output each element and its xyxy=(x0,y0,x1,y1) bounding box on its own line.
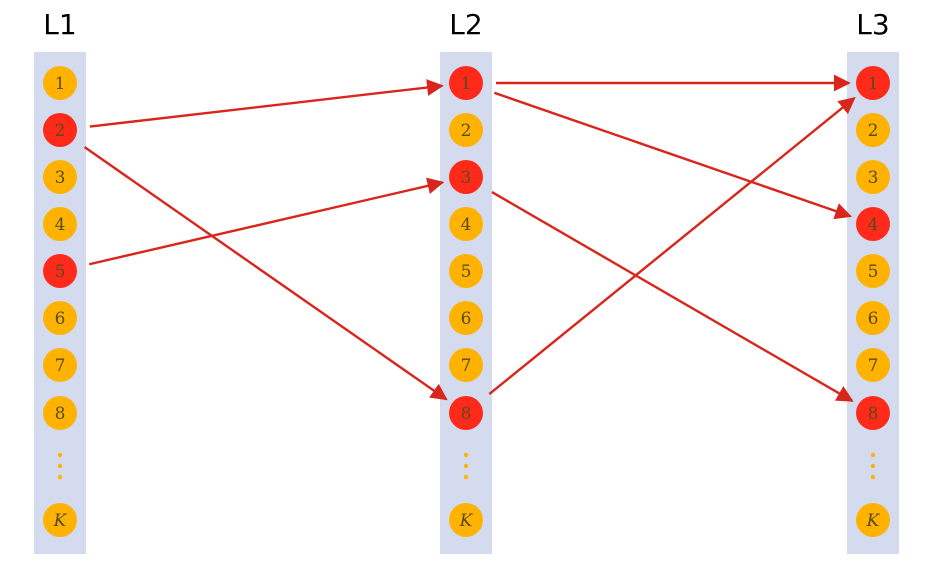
ellipsis-dot-l2-1 xyxy=(463,463,469,469)
node-label-l2-4: 4 xyxy=(461,215,472,235)
edge-l2-1-to-l3-4 xyxy=(493,91,852,220)
node-label-l3-2: 2 xyxy=(868,121,879,141)
node-l1-3 xyxy=(43,160,77,194)
node-l2-8-active xyxy=(449,396,483,430)
node-l3-k xyxy=(856,503,890,537)
node-label-l1-3: 3 xyxy=(55,168,66,188)
node-l3-4-active xyxy=(856,207,890,241)
node-l1-1 xyxy=(43,66,77,100)
node-label-l1-2: 2 xyxy=(55,121,66,141)
node-l2-7 xyxy=(449,348,483,382)
node-l3-8-active xyxy=(856,396,890,430)
node-label-l1-1: 1 xyxy=(55,74,66,94)
node-l1-2-active xyxy=(43,113,77,147)
node-l3-2 xyxy=(856,113,890,147)
node-label-l3-8: 8 xyxy=(868,404,879,424)
node-label-l3-k: K xyxy=(866,511,881,531)
node-l2-2 xyxy=(449,113,483,147)
node-l1-7 xyxy=(43,348,77,382)
edge-l2-3-to-l3-8 xyxy=(491,191,854,402)
node-l3-6 xyxy=(856,301,890,335)
edge-l1-2-to-l2-8 xyxy=(83,146,448,401)
node-label-l3-1: 1 xyxy=(868,74,879,94)
ellipsis-dot-l2-0 xyxy=(463,452,469,458)
node-l1-6 xyxy=(43,301,77,335)
node-label-l2-2: 2 xyxy=(461,121,472,141)
node-label-l3-4: 4 xyxy=(868,215,879,235)
node-l3-5 xyxy=(856,254,890,288)
ellipsis-dot-l1-2 xyxy=(57,474,63,480)
node-label-l1-8: 8 xyxy=(55,404,66,424)
node-label-l1-7: 7 xyxy=(55,356,66,376)
column-title-l3: L3 xyxy=(856,8,889,41)
node-label-l2-8: 8 xyxy=(461,404,472,424)
node-label-l3-3: 3 xyxy=(868,168,879,188)
edge-l1-2-to-l2-1 xyxy=(89,79,444,128)
node-l2-4 xyxy=(449,207,483,241)
node-l3-7 xyxy=(856,348,890,382)
node-label-l2-5: 5 xyxy=(461,262,472,282)
node-label-l2-6: 6 xyxy=(461,309,472,329)
ellipsis-dot-l1-1 xyxy=(57,463,63,469)
node-label-l2-k: K xyxy=(459,511,474,531)
node-l3-1-active xyxy=(856,66,890,100)
node-label-l2-3: 3 xyxy=(461,168,472,188)
column-title-l1: L1 xyxy=(43,8,76,41)
node-l1-4 xyxy=(43,207,77,241)
node-label-l2-7: 7 xyxy=(461,356,472,376)
node-l1-k xyxy=(43,503,77,537)
node-label-l1-4: 4 xyxy=(55,215,66,235)
node-l2-1-active xyxy=(449,66,483,100)
node-l1-5-active xyxy=(43,254,77,288)
node-label-l1-6: 6 xyxy=(55,309,66,329)
ellipsis-dot-l2-2 xyxy=(463,474,469,480)
node-l2-5 xyxy=(449,254,483,288)
node-label-l3-7: 7 xyxy=(868,356,879,376)
edge-l1-5-to-l2-3 xyxy=(88,177,445,266)
column-title-l2: L2 xyxy=(449,8,482,41)
ellipsis-dot-l1-0 xyxy=(57,452,63,458)
edge-l2-8-to-l3-1 xyxy=(488,97,856,396)
ellipsis-dot-l3-0 xyxy=(870,452,876,458)
node-l1-8 xyxy=(43,396,77,430)
node-l2-6 xyxy=(449,301,483,335)
node-label-l1-5: 5 xyxy=(55,262,66,282)
node-label-l3-5: 5 xyxy=(868,262,879,282)
node-l3-3 xyxy=(856,160,890,194)
node-label-l2-1: 1 xyxy=(461,74,472,94)
node-l2-k xyxy=(449,503,483,537)
node-l2-3-active xyxy=(449,160,483,194)
ellipsis-dot-l3-2 xyxy=(870,474,876,480)
node-label-l1-k: K xyxy=(53,511,68,531)
ellipsis-dot-l3-1 xyxy=(870,463,876,469)
node-label-l3-6: 6 xyxy=(868,309,879,329)
